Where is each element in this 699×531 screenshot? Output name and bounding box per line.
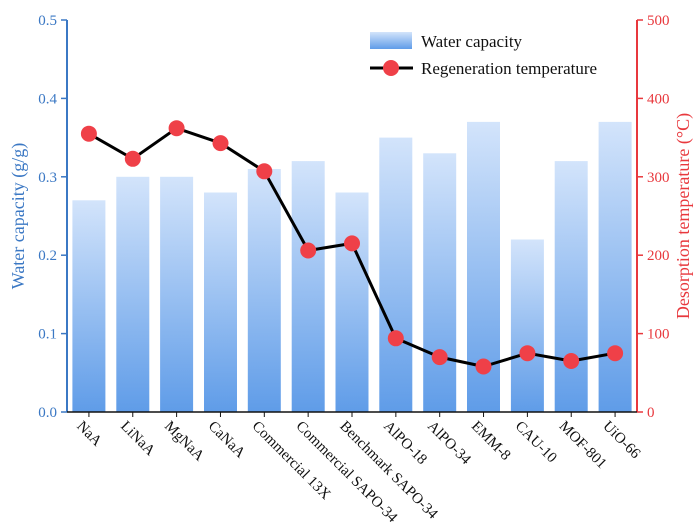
legend-label-bar: Water capacity	[421, 32, 523, 51]
temperature-point	[519, 345, 536, 362]
bar	[335, 192, 369, 412]
temperature-point	[212, 135, 229, 152]
x-tick-label: UiO-66	[599, 418, 643, 462]
y-right-tick-label: 100	[647, 327, 670, 343]
y-left-tick-label: 0.2	[38, 248, 57, 264]
bar	[291, 161, 325, 412]
bar	[204, 192, 237, 412]
y-right-tick-label: 0	[647, 405, 655, 421]
y-left-tick-label: 0.0	[38, 405, 57, 421]
temperature-point	[563, 353, 580, 369]
temperature-point	[168, 120, 185, 137]
bar	[116, 176, 150, 412]
x-tick-label: AlPO-34	[424, 418, 474, 468]
temperature-point	[256, 163, 273, 180]
bar	[423, 153, 457, 413]
bar	[598, 121, 632, 413]
tick-labels: 0.0 0.1 0.2 0.3 0.4 0.5 0 100 200 300 400 500	[38, 13, 669, 421]
legend-label-line: Regeneration temperature	[421, 59, 597, 78]
y-right-tick-label: 300	[647, 170, 670, 186]
temperature-point	[387, 330, 404, 347]
temperature-point	[80, 125, 97, 142]
line-series	[80, 120, 624, 375]
bar	[160, 176, 194, 412]
x-tick-label: MgNaA	[161, 418, 207, 464]
y-left-tick-label: 0.4	[38, 91, 57, 107]
bar-series	[72, 121, 632, 413]
temperature-point	[344, 235, 360, 252]
legend-swatch-bar	[370, 32, 412, 49]
x-tick-label: CaNaA	[205, 418, 248, 461]
bar	[379, 137, 413, 412]
y-axis-left-title: Water capacity (g/g)	[8, 143, 29, 289]
y-right-tick-label: 400	[647, 91, 670, 107]
bar	[247, 169, 281, 412]
temperature-point	[431, 349, 448, 366]
y-right-tick-label: 500	[647, 13, 670, 29]
bar	[554, 161, 588, 412]
y-left-tick-label: 0.1	[38, 327, 57, 343]
x-tick-label: NaA	[73, 418, 104, 449]
legend: Water capacity Regeneration temperature	[370, 32, 597, 78]
bar	[510, 239, 544, 412]
temperature-point	[607, 345, 624, 362]
temperature-point	[300, 242, 317, 259]
temperature-point	[475, 358, 492, 375]
legend-swatch-marker	[383, 60, 399, 76]
x-tick-label: EMM-8	[468, 418, 513, 463]
y-left-tick-label: 0.5	[38, 13, 57, 29]
x-tick-label: Commercial 13X	[249, 418, 334, 503]
y-right-tick-label: 200	[647, 248, 670, 264]
x-tick-label: CAU-10	[512, 418, 560, 466]
y-axis-right-title: Desorption temperature (°C)	[673, 113, 694, 319]
temperature-point	[124, 150, 141, 167]
x-tick-label: LiNaA	[117, 418, 158, 459]
bar	[72, 200, 106, 412]
y-left-tick-label: 0.3	[38, 170, 57, 186]
